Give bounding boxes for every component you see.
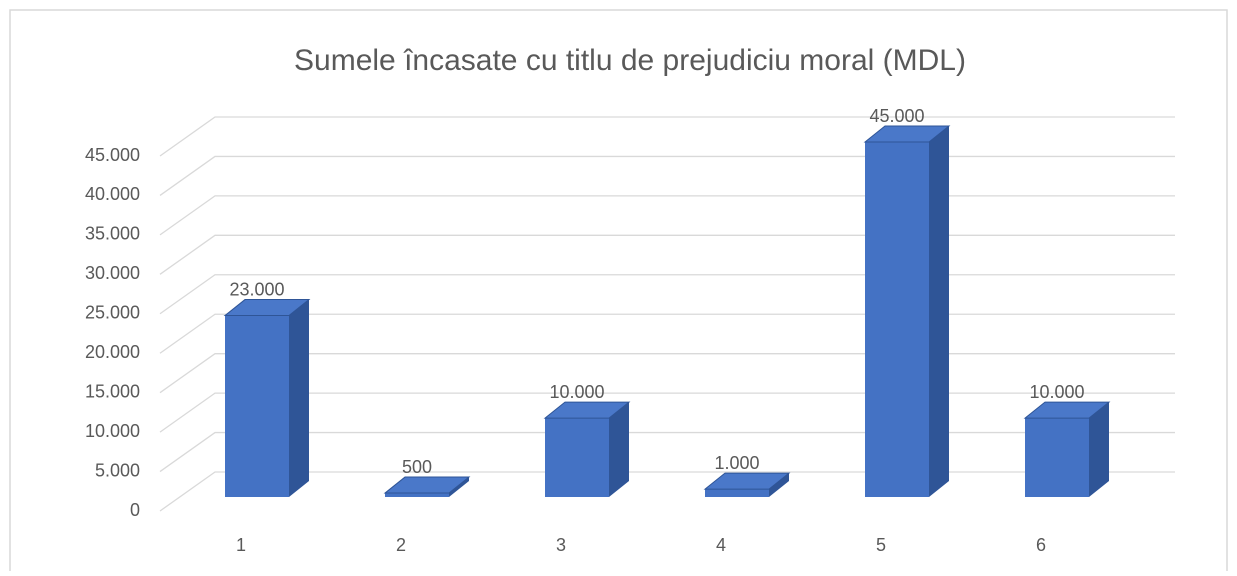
grid-line: [159, 471, 1175, 512]
grid-line: [159, 353, 1175, 394]
x-tick-label: 2: [396, 535, 406, 555]
grid-line: [159, 234, 1175, 275]
value-label: 10.000: [549, 382, 604, 402]
bar: [385, 493, 449, 497]
y-tick-label: 30.000: [85, 263, 140, 283]
x-tick-label: 4: [716, 535, 726, 555]
y-tick-label: 35.000: [85, 224, 140, 244]
bar-top: [223, 299, 311, 317]
y-tick-label: 10.000: [85, 421, 140, 441]
value-label: 23.000: [229, 279, 284, 299]
x-tick-label: 3: [556, 535, 566, 555]
bar-top: [543, 401, 631, 419]
y-tick-label: 0: [130, 500, 140, 520]
bar-top: [703, 472, 791, 490]
bar-side: [769, 473, 789, 497]
grid-line: [159, 195, 1175, 236]
bar-top: [863, 125, 951, 143]
bar-side: [609, 402, 629, 497]
chart-frame: [9, 9, 1228, 571]
grid-line: [159, 392, 1175, 433]
value-label: 45.000: [869, 106, 924, 126]
value-label: 10.000: [1029, 382, 1084, 402]
y-tick-label: 5.000: [95, 460, 140, 480]
y-tick-label: 20.000: [85, 342, 140, 362]
grid-line: [159, 431, 1175, 473]
y-tick-label: 25.000: [85, 303, 140, 323]
value-label: 500: [402, 457, 432, 477]
bar-top: [383, 476, 471, 494]
value-label: 1.000: [714, 453, 759, 473]
bar: [705, 489, 769, 497]
y-tick-label: 45.000: [85, 145, 140, 165]
bar: [225, 315, 289, 497]
y-tick-label: 40.000: [85, 184, 140, 204]
bar: [865, 142, 929, 497]
grid-line: [159, 116, 1175, 157]
grid-line: [159, 274, 1175, 315]
y-tick-label: 15.000: [85, 381, 140, 401]
bar-side: [289, 299, 309, 497]
x-tick-label: 5: [876, 535, 886, 555]
chart-title: Sumele încasate cu titlu de prejudiciu m…: [294, 44, 966, 77]
x-tick-label: 1: [236, 535, 246, 555]
bar-side: [449, 477, 469, 497]
grid-line: [159, 155, 1175, 196]
bar-side: [1089, 402, 1109, 497]
bar: [1025, 418, 1089, 497]
grid-line: [159, 313, 1175, 354]
bar: [545, 418, 609, 497]
bar-side: [929, 126, 949, 497]
x-tick-label: 6: [1036, 535, 1046, 555]
bar-top: [1023, 401, 1111, 419]
